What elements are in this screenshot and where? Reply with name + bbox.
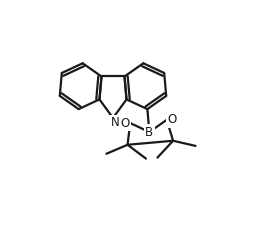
Text: B: B xyxy=(145,126,154,139)
Text: O: O xyxy=(121,117,130,130)
Text: O: O xyxy=(167,113,176,126)
Text: NH: NH xyxy=(111,117,129,130)
